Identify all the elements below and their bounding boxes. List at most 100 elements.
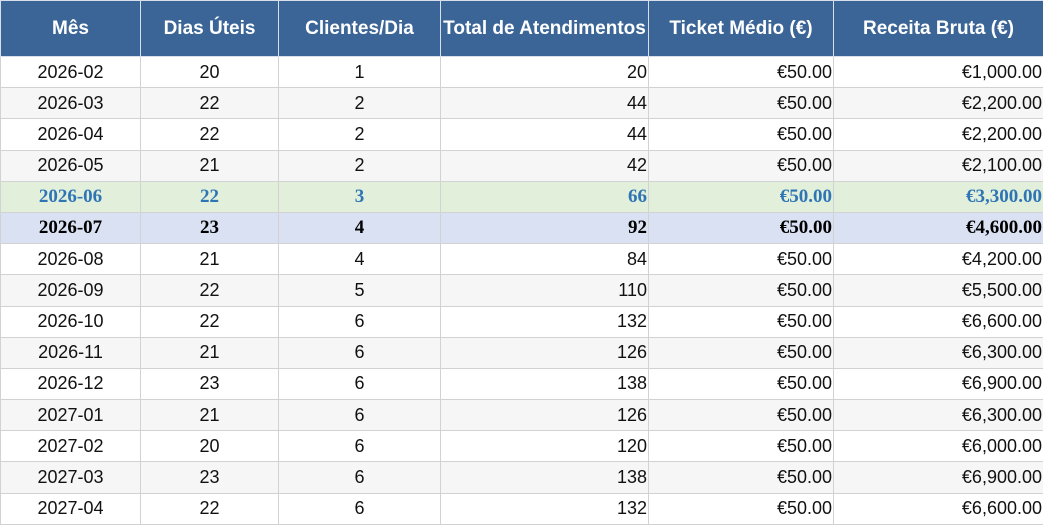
table-cell: 3: [278, 180, 441, 213]
table-cell: 6: [278, 367, 441, 401]
column-header: Clientes/Dia: [278, 0, 441, 57]
table-cell: 21: [140, 243, 279, 276]
table-cell: 84: [440, 243, 649, 276]
table-cell: €6,000.00: [833, 430, 1043, 463]
table-cell: 126: [440, 399, 649, 432]
table-cell: €50.00: [648, 461, 834, 494]
table-cell: 2026-10: [0, 305, 141, 338]
table-cell: €4,200.00: [833, 243, 1043, 276]
column-header: Dias Úteis: [140, 0, 279, 57]
table-cell: 21: [140, 336, 279, 369]
table-cell: 6: [278, 492, 441, 525]
table-cell: €50.00: [648, 274, 834, 307]
table-cell: €2,200.00: [833, 87, 1043, 120]
table-cell: €50.00: [648, 149, 834, 182]
table-cell: 20: [140, 430, 279, 463]
table-cell: €50.00: [648, 180, 834, 213]
table-cell: 2027-01: [0, 399, 141, 432]
table-row: 2026-10 22 6 132 €50.00 €6,600.00: [0, 305, 1043, 338]
table-cell: 21: [140, 149, 279, 182]
table-cell: 132: [440, 492, 649, 525]
table-cell: 2: [278, 118, 441, 151]
table-row: 2026-06 22 3 66 €50.00 €3,300.00: [0, 180, 1043, 213]
table-cell: 20: [440, 55, 649, 89]
table-cell: 1: [278, 55, 441, 89]
table-cell: 6: [278, 336, 441, 369]
table-row: 2026-11 21 6 126 €50.00 €6,300.00: [0, 336, 1043, 369]
table-cell: 23: [140, 211, 279, 245]
table-cell: €4,600.00: [833, 211, 1043, 245]
table-cell: 2026-09: [0, 274, 141, 307]
table-cell: €50.00: [648, 430, 834, 463]
table-cell: 22: [140, 305, 279, 338]
table-cell: 21: [140, 399, 279, 432]
table-cell: €50.00: [648, 87, 834, 120]
table-cell: €50.00: [648, 243, 834, 276]
table-cell: €6,600.00: [833, 305, 1043, 338]
table-cell: 2026-03: [0, 87, 141, 120]
table-cell: 2026-05: [0, 149, 141, 182]
table-cell: 92: [440, 211, 649, 245]
table-cell: 22: [140, 87, 279, 120]
table-cell: 2026-06: [0, 180, 141, 213]
table-row: 2026-05 21 2 42 €50.00 €2,100.00: [0, 149, 1043, 182]
table-cell: 110: [440, 274, 649, 307]
table-cell: 2026-04: [0, 118, 141, 151]
table-cell: 2027-03: [0, 461, 141, 494]
table-row: 2026-04 22 2 44 €50.00 €2,200.00: [0, 118, 1043, 151]
table-cell: 44: [440, 87, 649, 120]
table-cell: 22: [140, 180, 279, 213]
table-row: 2026-07 23 4 92 €50.00 €4,600.00: [0, 211, 1043, 245]
table-cell: 2027-02: [0, 430, 141, 463]
table-row: 2027-04 22 6 132 €50.00 €6,600.00: [0, 492, 1043, 525]
table-cell: €50.00: [648, 492, 834, 525]
table-cell: 22: [140, 274, 279, 307]
table-cell: 138: [440, 367, 649, 401]
table-cell: 4: [278, 243, 441, 276]
table-cell: 4: [278, 211, 441, 245]
table-cell: 6: [278, 399, 441, 432]
table-cell: 2027-04: [0, 492, 141, 525]
table-cell: €3,300.00: [833, 180, 1043, 213]
table-cell: 20: [140, 55, 279, 89]
table-row: 2026-03 22 2 44 €50.00 €2,200.00: [0, 87, 1043, 120]
table-cell: 126: [440, 336, 649, 369]
table-cell: 132: [440, 305, 649, 338]
table-row: 2027-03 23 6 138 €50.00 €6,900.00: [0, 461, 1043, 494]
table-cell: 44: [440, 118, 649, 151]
table-cell: 22: [140, 492, 279, 525]
table-cell: 138: [440, 461, 649, 494]
table-cell: 5: [278, 274, 441, 307]
table-cell: €50.00: [648, 367, 834, 401]
table-row: 2026-08 21 4 84 €50.00 €4,200.00: [0, 243, 1043, 276]
column-header: Mês: [0, 0, 141, 57]
table-cell: €50.00: [648, 211, 834, 245]
table-cell: €2,100.00: [833, 149, 1043, 182]
table-cell: €2,200.00: [833, 118, 1043, 151]
table-row: 2027-02 20 6 120 €50.00 €6,000.00: [0, 430, 1043, 463]
table-row: 2027-01 21 6 126 €50.00 €6,300.00: [0, 399, 1043, 432]
table-cell: 2: [278, 149, 441, 182]
table-row: 2026-12 23 6 138 €50.00 €6,900.00: [0, 367, 1043, 401]
table-cell: 42: [440, 149, 649, 182]
table-cell: €6,900.00: [833, 367, 1043, 401]
header-row: Mês Dias Úteis Clientes/Dia Total de Atendi…: [0, 0, 1043, 57]
column-header: Receita Bruta (€): [833, 0, 1043, 57]
table-cell: €6,300.00: [833, 336, 1043, 369]
table-cell: €6,300.00: [833, 399, 1043, 432]
table-cell: 120: [440, 430, 649, 463]
column-header: Total de Atendimentos: [440, 0, 649, 57]
table-cell: 23: [140, 461, 279, 494]
table-cell: 23: [140, 367, 279, 401]
table-body: 2026-02 20 1 20 €50.00 €1,000.00 2026-03 22 2 44 €…: [0, 55, 1043, 525]
table-header: Mês Dias Úteis Clientes/Dia Total de Atendi…: [0, 0, 1043, 57]
table-cell: €50.00: [648, 305, 834, 338]
table-cell: €6,600.00: [833, 492, 1043, 525]
table-cell: 2026-08: [0, 243, 141, 276]
table-cell: 6: [278, 430, 441, 463]
table-cell: €50.00: [648, 118, 834, 151]
table-cell: 2026-11: [0, 336, 141, 369]
